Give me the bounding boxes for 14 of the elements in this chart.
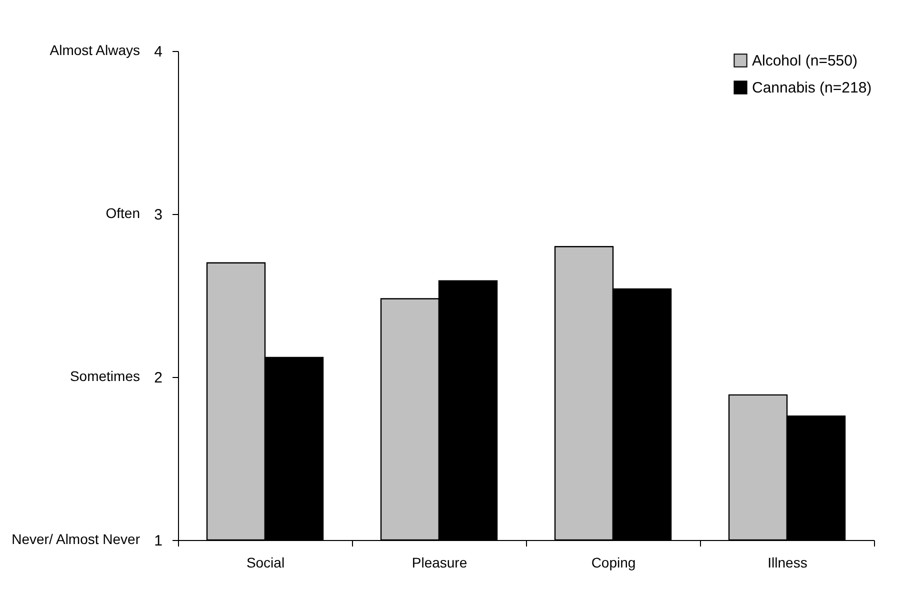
x-tick-label: Illness — [768, 554, 808, 570]
y-tick-label: 3 — [154, 206, 162, 224]
y-tick-label: 2 — [154, 370, 162, 386]
legend-label: Cannabis (n=218) — [752, 80, 872, 96]
x-tick-label: Social — [246, 554, 285, 570]
x-tick-label: Pleasure — [412, 554, 468, 570]
text: Sometimes — [70, 368, 140, 384]
text: Never/ Almost Never — [12, 531, 140, 547]
legend-label: Alcohol (n=550) — [752, 52, 858, 70]
y-tick-label: 1 — [154, 532, 162, 550]
text: Often — [106, 205, 140, 221]
x-tick-label: Coping — [591, 554, 636, 570]
y-tick-label: 4 — [154, 44, 162, 60]
text: Almost Always — [50, 42, 140, 58]
